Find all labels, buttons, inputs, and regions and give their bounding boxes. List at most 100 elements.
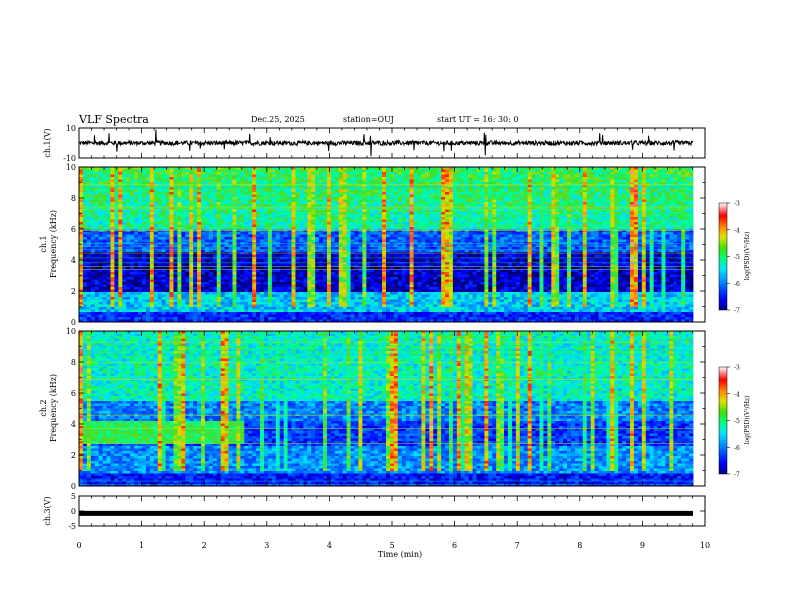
spectrogram-cell [177,182,182,185]
spectrogram-cell [362,207,367,210]
spectrogram-cell [307,184,312,188]
spectrogram-cell [86,179,92,183]
spectrogram-cell [409,207,414,210]
spectrogram-cell [606,184,611,188]
spectrogram-cell [386,224,391,228]
spectrogram-cell [263,167,269,170]
spectrogram-cell [578,177,584,180]
spectrogram-cell [287,202,292,205]
spectrogram-cell [110,212,115,215]
spectrogram-cell [578,184,584,188]
spectrogram-cell [590,184,596,188]
spectrogram-cell [275,234,281,238]
spectrogram-cell [279,177,285,180]
spectrogram-cell [669,192,674,195]
spectrogram-cell [689,199,694,203]
spectrogram-cell [228,182,233,185]
spectrogram-cell [346,184,351,188]
spectrogram-cell [673,217,678,220]
spectrogram-cell [165,189,170,193]
spectrogram-cell [606,182,611,185]
spectrogram-cell [334,207,340,210]
spectrogram-cell [323,194,328,198]
spectrogram-cell [681,209,686,213]
spectrogram-cell [535,187,540,190]
spectrogram-cell [153,217,159,220]
spectrogram-cell [598,204,603,208]
spectrogram-cell [547,197,552,200]
spectrogram-cell [574,194,580,198]
spectrogram-cell [602,237,607,240]
spectrogram-cell [582,179,588,183]
spectrogram-cell [145,209,151,213]
spectrogram-cell [417,199,422,203]
spectrogram-cell [138,212,143,215]
spectrogram-cell [362,177,367,180]
spectrogram-cell [110,217,115,220]
spectrogram-cell [342,169,348,173]
spectrogram-cell [610,202,615,205]
spectrogram-cell [189,239,194,243]
spectrogram-cell [271,227,277,230]
spectrogram-cell [173,194,178,198]
spectrogram-cell [559,182,564,185]
spectrogram-cell [496,167,501,170]
spectrogram-cell [389,179,395,183]
spectrogram-cell [508,217,513,220]
spectrogram-cell [511,234,517,238]
spectrogram-cell [508,232,513,235]
spectrogram-cell [515,194,521,198]
spectrogram-cell [582,199,588,203]
spectrogram-cell [689,227,694,230]
spectrogram-cell [110,207,115,210]
spectrogram-cell [338,207,344,210]
spectrogram-cell [551,184,556,188]
spectrogram-cell [610,209,615,213]
spectrogram-cell [602,184,607,188]
spectrogram-cell [480,219,485,223]
spectrogram-cell [429,182,434,185]
spectrogram-cell [539,174,544,178]
spectrogram-cell [594,229,599,233]
spectrogram-cell [260,229,265,233]
spectrogram-cell [201,222,206,225]
spectrogram-cell [252,172,257,175]
spectrogram-cell [405,187,411,190]
spectrogram-cell [161,172,166,175]
spectrogram-cell [460,204,466,208]
spectrogram-cell [425,169,430,173]
spectrogram-cell [653,187,658,190]
spectrogram-cell [417,232,422,235]
spectrogram-cell [374,197,379,200]
spectrogram-cell [197,237,202,240]
spectrogram-cell [633,179,639,183]
spectrogram-cell [480,224,485,228]
spectrogram-cell [382,239,387,243]
spectrogram-cell [551,229,556,233]
spectrogram-cell [523,167,529,170]
spectrogram-cell [244,212,249,215]
spectrogram-cell [157,167,163,170]
spectrogram-cell [476,189,481,193]
spectrogram-cell [685,209,690,213]
spectrogram-cell [559,184,564,188]
spectrogram-cell [102,167,107,170]
spectrogram-cell [468,222,473,225]
spectrogram-cell [515,209,521,213]
spectrogram-cell [456,184,462,188]
spectrogram-cell [421,197,426,200]
spectrogram-cell [551,217,556,220]
spectrogram-cell [539,232,544,235]
spectrogram-cell [401,209,407,213]
spectrogram-cell [622,172,627,175]
spectrogram-cell [677,239,682,243]
spectrogram-cell [362,234,367,238]
spectrogram-cell [299,222,304,225]
spectrogram-cell [496,207,501,210]
spectrogram-cell [527,179,533,183]
spectrogram-cell [334,192,340,195]
spectrogram-cell [220,224,226,228]
spectrogram-cell [645,239,651,243]
spectrogram-cell [421,237,426,240]
spectrogram-cell [185,197,190,200]
